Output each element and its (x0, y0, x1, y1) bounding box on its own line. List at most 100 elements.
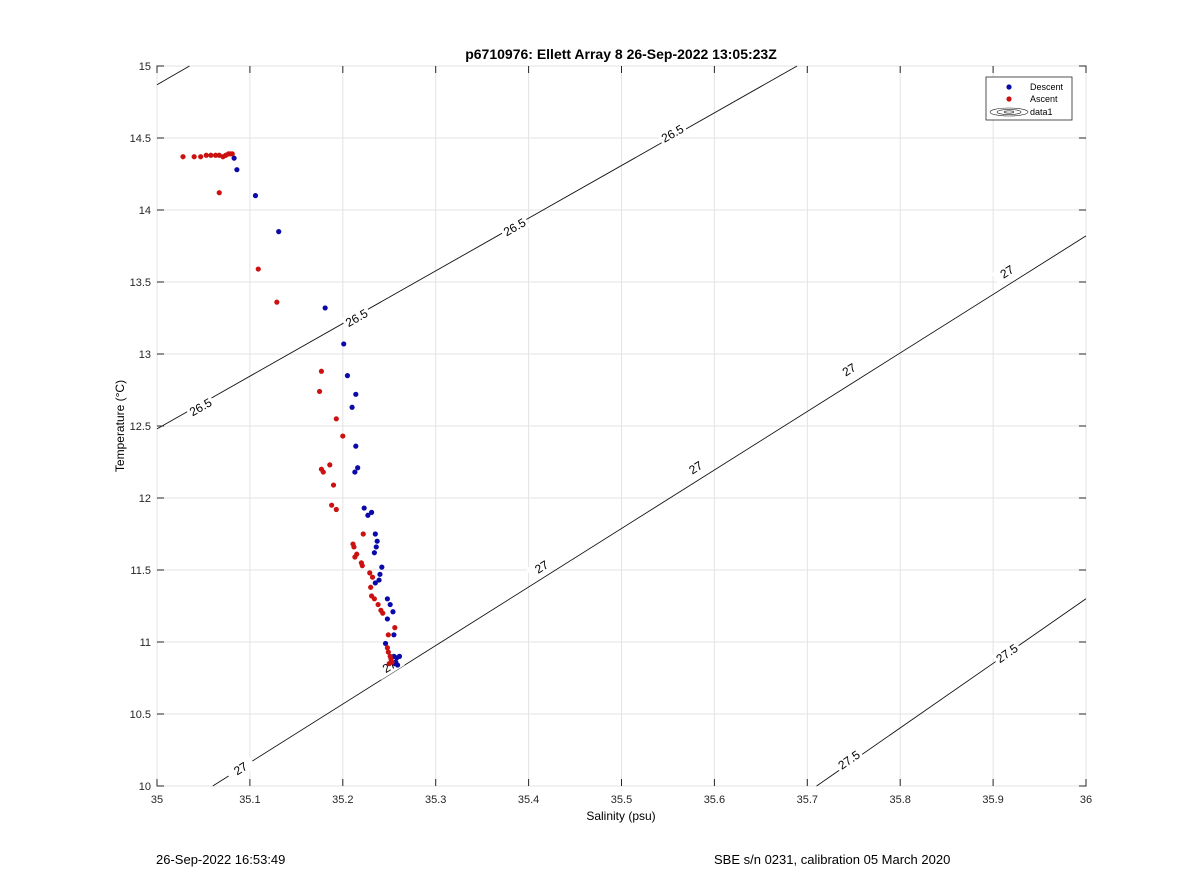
y-tick-label: 11 (140, 637, 151, 649)
ascent-point (318, 368, 325, 374)
ascent-point (255, 266, 261, 272)
descent-point (353, 391, 359, 397)
ascent-point (216, 190, 222, 196)
legend-contour-icon (989, 107, 1029, 117)
y-tick-label: 14.5 (130, 133, 151, 145)
y-tick-label: 12.5 (130, 421, 151, 433)
descent-point (353, 443, 359, 449)
contour-line-26-5 (156, 65, 798, 430)
ascent-point (333, 506, 339, 513)
grid-lines (156, 65, 1087, 787)
descent-point (396, 653, 403, 660)
ascent-point (368, 584, 374, 590)
ascent-point (327, 462, 333, 468)
descent-point (352, 469, 358, 475)
ascent-point (212, 152, 219, 158)
ascent-point (385, 632, 391, 638)
y-tick-label: 13 (139, 349, 151, 361)
x-tick-label: 35.2 (332, 794, 353, 806)
legend-descent-label: Descent (1030, 82, 1064, 92)
x-tick-label: 35.5 (611, 794, 632, 806)
ascent-point (375, 601, 381, 608)
x-axis-label: Salinity (psu) (586, 809, 655, 823)
x-tick-label: 35.6 (704, 794, 725, 806)
y-tick-label: 15 (139, 61, 151, 73)
descent-point (355, 465, 361, 471)
ascent-point (371, 596, 377, 602)
descent-point (379, 564, 385, 570)
descent-point (371, 550, 377, 556)
descent-point (344, 373, 351, 379)
contour-label-bg (499, 214, 531, 241)
ascent-point (359, 563, 365, 569)
descent-point (373, 544, 379, 550)
chart-title: p6710976: Ellett Array 8 26-Sep-2022 13:… (465, 46, 777, 62)
x-tick-label: 36 (1080, 794, 1092, 806)
contour-label-bg (680, 454, 712, 482)
ascent-point (274, 299, 280, 305)
ascent-point (384, 645, 390, 651)
contour-label-bg (833, 356, 865, 384)
contour-label-bg (656, 120, 689, 147)
ascent-point (385, 649, 391, 655)
ascent-point (198, 154, 204, 160)
footer-timestamp: 26-Sep-2022 16:53:49 (156, 852, 286, 867)
legend-ascent-label: Ascent (1030, 94, 1058, 104)
y-tick-label: 13.5 (130, 277, 151, 289)
x-tick-label: 35 (151, 794, 163, 806)
ascent-point (191, 154, 197, 160)
ascent-point (316, 388, 323, 395)
ascent-point (329, 502, 335, 508)
descent-point (376, 577, 382, 583)
y-tick-label: 10 (139, 781, 151, 793)
descent-point (368, 509, 375, 515)
y-tick-label: 12 (139, 493, 151, 505)
descent-point (374, 538, 380, 544)
legend-box (985, 76, 1073, 121)
ascent-point (392, 625, 398, 631)
y-tick-label: 10.5 (130, 709, 151, 721)
ascent-point (340, 433, 346, 439)
ascent-point (203, 152, 209, 158)
contour-label-bg (225, 755, 257, 783)
descent-point (252, 193, 259, 199)
descent-point (349, 404, 355, 410)
contour-label-bg (341, 305, 373, 331)
ascent-point (351, 544, 357, 550)
legend-ascent-marker (1006, 96, 1012, 102)
x-tick-label: 35.8 (889, 794, 910, 806)
descent-point (372, 531, 378, 537)
contour-line-26-5 (156, 65, 190, 86)
ascent-point (360, 531, 366, 537)
ascent-point (386, 661, 392, 667)
x-tick-label: 35.9 (982, 794, 1003, 806)
ascent-point (320, 469, 326, 475)
descent-point (231, 155, 237, 161)
y-tick-label: 11.5 (130, 565, 151, 577)
ascent-point (380, 610, 386, 616)
ascent-point (367, 570, 373, 576)
descent-point (361, 505, 367, 511)
x-tick-label: 35.1 (239, 794, 260, 806)
descent-point (391, 632, 397, 638)
footer-calibration: SBE s/n 0231, calibration 05 March 2020 (714, 852, 951, 867)
descent-point (372, 580, 378, 586)
descent-point (384, 596, 390, 602)
contour-label-bg (991, 639, 1023, 668)
contour-label-bg (526, 553, 558, 581)
legend-data1-label: data1 (1030, 107, 1053, 117)
descent-point (384, 616, 390, 622)
contour-label-bg (991, 258, 1023, 286)
ascent-point (369, 574, 376, 580)
ascent-point (229, 151, 235, 157)
contour-label-bg (185, 394, 217, 421)
descent-point (341, 341, 347, 347)
descent-point (377, 571, 383, 577)
x-tick-label: 35.4 (518, 794, 539, 806)
ascent-point (333, 416, 339, 422)
x-tick-label: 35.7 (797, 794, 818, 806)
ascent-point (352, 554, 358, 560)
descent-point (387, 601, 393, 608)
descent-point (365, 512, 371, 518)
ascent-point (208, 152, 214, 158)
